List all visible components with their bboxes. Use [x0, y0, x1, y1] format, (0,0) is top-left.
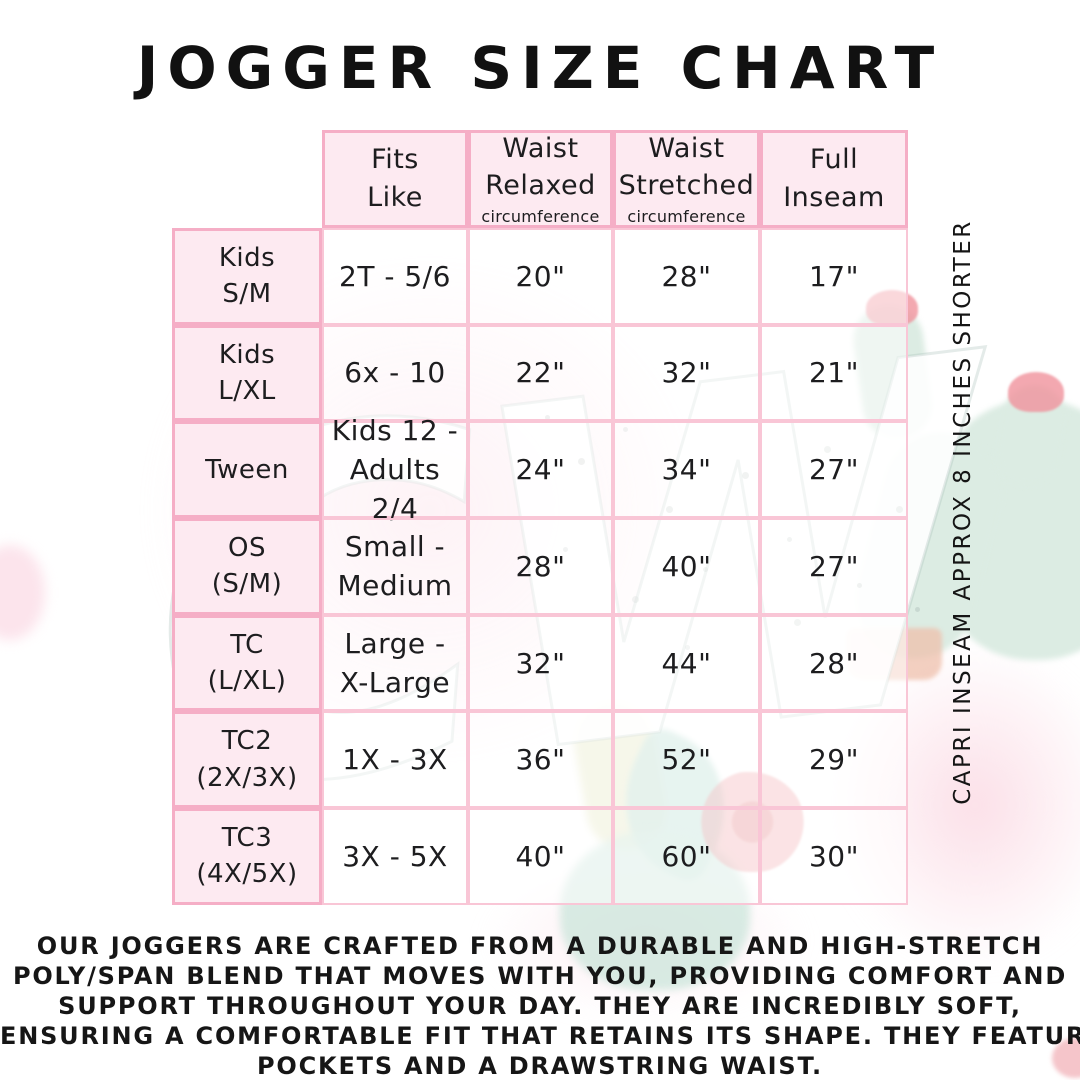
size-row-label: Kids S/M: [172, 228, 322, 325]
measurement-cell: 2T - 5/6: [322, 228, 468, 325]
description-line: ENSURING A COMFORTABLE FIT THAT RETAINS …: [0, 1022, 1080, 1050]
measurement-cell: 21": [760, 324, 908, 422]
measurement-cell: 17": [760, 228, 908, 325]
flower-icon: [1008, 372, 1064, 412]
measurement-cell: 52": [613, 711, 760, 809]
size-row-label: Kids L/XL: [172, 324, 322, 422]
measurement-cell: Small - Medium: [322, 518, 468, 615]
cactus-icon: [991, 380, 1071, 490]
measurement-cell: 40": [613, 518, 760, 615]
measurement-cell: 28": [468, 518, 613, 615]
size-row-label: OS (S/M): [172, 518, 322, 615]
measurement-cell: Kids 12 - Adults 2/4: [322, 414, 468, 525]
size-row-label: TC3 (4X/5X): [172, 808, 322, 905]
pink-wash: [0, 545, 45, 640]
measurement-cell: 28": [760, 614, 908, 712]
measurement-cell: 32": [613, 324, 760, 422]
col-header-label: Fits Like: [367, 144, 423, 213]
measurement-cell: Large - X-Large: [322, 614, 468, 712]
col-header-label: Full Inseam: [783, 144, 885, 213]
measurement-cell: 32": [468, 614, 613, 712]
measurement-cell: 34": [613, 421, 760, 519]
description-line: OUR JOGGERS ARE CRAFTED FROM A DURABLE A…: [36, 932, 1044, 960]
measurement-cell: 36": [468, 711, 613, 809]
measurement-cell: 3X - 5X: [322, 808, 468, 905]
circumference-sublabel: circumference: [627, 207, 746, 227]
size-row-label: Tween: [172, 421, 322, 519]
size-table: Fits Like Waist Relaxed circumference Wa…: [172, 130, 908, 905]
product-description: OUR JOGGERS ARE CRAFTED FROM A DURABLE A…: [0, 931, 1080, 1080]
description-line: POLY/SPAN BLEND THAT MOVES WITH YOU, PRO…: [12, 962, 1068, 990]
col-header-fits-like: Fits Like: [322, 130, 468, 228]
col-header-label: Waist Stretched: [618, 132, 755, 202]
measurement-cell: 28": [613, 228, 760, 325]
col-header-waist-relaxed: Waist Relaxed circumference: [468, 130, 613, 228]
capri-inseam-note: CAPRI INSEAM APPROX 8 INCHES SHORTER: [950, 219, 976, 805]
size-row-label: TC (L/XL): [172, 614, 322, 712]
description-line: SUPPORT THROUGHOUT YOUR DAY. THEY ARE IN…: [58, 992, 1022, 1020]
measurement-cell: 6x - 10: [322, 324, 468, 422]
circumference-sublabel: circumference: [481, 207, 600, 227]
measurement-cell: 22": [468, 324, 613, 422]
description-line: POCKETS AND A DRAWSTRING WAIST.: [257, 1052, 823, 1080]
col-header-full-inseam: Full Inseam: [760, 130, 908, 228]
col-header-label: Waist Relaxed: [485, 132, 596, 202]
measurement-cell: 40": [468, 808, 613, 905]
measurement-cell: 29": [760, 711, 908, 809]
page-title: JOGGER SIZE CHART: [136, 34, 944, 102]
size-row-label: TC2 (2X/3X): [172, 711, 322, 809]
measurement-cell: 30": [760, 808, 908, 905]
measurement-cell: 20": [468, 228, 613, 325]
table-corner-spacer: [172, 130, 322, 228]
measurement-cell: 27": [760, 518, 908, 615]
measurement-cell: 44": [613, 614, 760, 712]
measurement-cell: 60": [613, 808, 760, 905]
measurement-cell: 24": [468, 421, 613, 519]
col-header-waist-stretched: Waist Stretched circumference: [613, 130, 760, 228]
measurement-cell: 27": [760, 421, 908, 519]
measurement-cell: 1X - 3X: [322, 711, 468, 809]
